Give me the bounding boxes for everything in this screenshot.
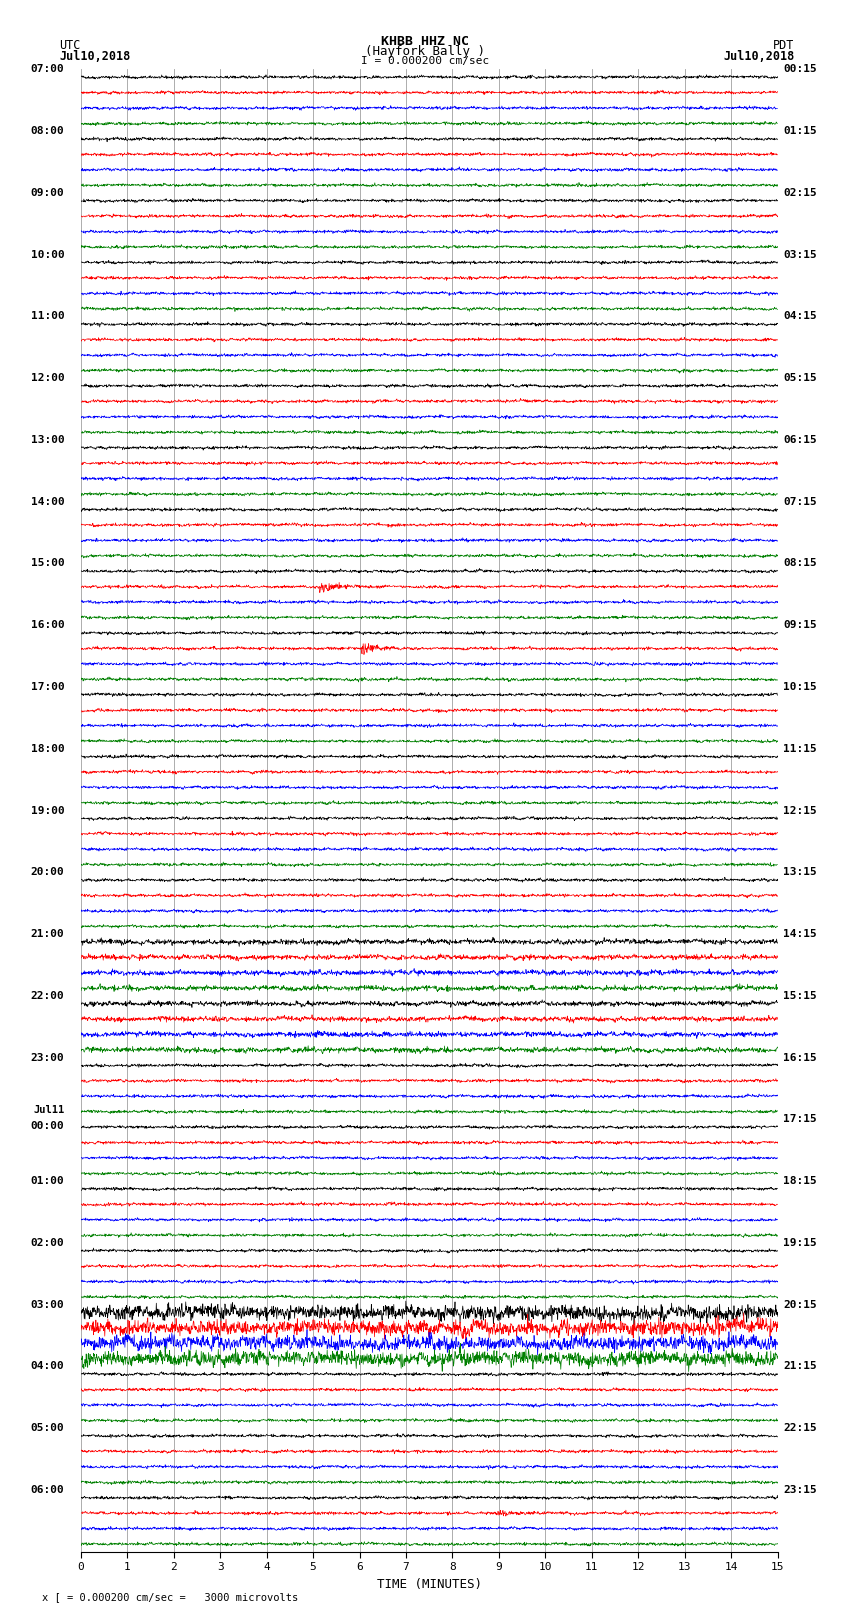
Text: 15:00: 15:00 (31, 558, 65, 568)
Text: 02:15: 02:15 (784, 187, 817, 198)
Text: 20:15: 20:15 (784, 1300, 817, 1310)
Text: 22:00: 22:00 (31, 990, 65, 1000)
Text: x [ = 0.000200 cm/sec =   3000 microvolts: x [ = 0.000200 cm/sec = 3000 microvolts (42, 1592, 298, 1602)
Text: 19:15: 19:15 (784, 1237, 817, 1248)
Text: 14:15: 14:15 (784, 929, 817, 939)
Text: 07:15: 07:15 (784, 497, 817, 506)
Text: 20:00: 20:00 (31, 868, 65, 877)
Text: 18:15: 18:15 (784, 1176, 817, 1186)
Text: 14:00: 14:00 (31, 497, 65, 506)
Text: 10:00: 10:00 (31, 250, 65, 260)
Text: 17:15: 17:15 (784, 1115, 817, 1124)
Text: 11:15: 11:15 (784, 744, 817, 753)
Text: 01:15: 01:15 (784, 126, 817, 135)
Text: 07:00: 07:00 (31, 65, 65, 74)
Text: 18:00: 18:00 (31, 744, 65, 753)
Text: 00:15: 00:15 (784, 65, 817, 74)
Text: 10:15: 10:15 (784, 682, 817, 692)
Text: 21:15: 21:15 (784, 1361, 817, 1371)
Text: Jul10,2018: Jul10,2018 (60, 50, 131, 63)
Text: 11:00: 11:00 (31, 311, 65, 321)
Text: 03:15: 03:15 (784, 250, 817, 260)
Text: 01:00: 01:00 (31, 1176, 65, 1186)
Text: 04:00: 04:00 (31, 1361, 65, 1371)
Text: 03:00: 03:00 (31, 1300, 65, 1310)
Text: PDT: PDT (774, 39, 795, 52)
Text: 22:15: 22:15 (784, 1423, 817, 1434)
Text: 15:15: 15:15 (784, 990, 817, 1000)
Text: 13:15: 13:15 (784, 868, 817, 877)
Text: 02:00: 02:00 (31, 1237, 65, 1248)
Text: 12:00: 12:00 (31, 373, 65, 384)
Text: 09:15: 09:15 (784, 621, 817, 631)
X-axis label: TIME (MINUTES): TIME (MINUTES) (377, 1578, 482, 1590)
Text: 06:15: 06:15 (784, 436, 817, 445)
Text: 17:00: 17:00 (31, 682, 65, 692)
Text: 23:15: 23:15 (784, 1486, 817, 1495)
Text: 08:15: 08:15 (784, 558, 817, 568)
Text: (Hayfork Bally ): (Hayfork Bally ) (365, 45, 485, 58)
Text: Jul10,2018: Jul10,2018 (723, 50, 795, 63)
Text: 19:00: 19:00 (31, 805, 65, 816)
Text: 04:15: 04:15 (784, 311, 817, 321)
Text: UTC: UTC (60, 39, 81, 52)
Text: 09:00: 09:00 (31, 187, 65, 198)
Text: 16:15: 16:15 (784, 1053, 817, 1063)
Text: 13:00: 13:00 (31, 436, 65, 445)
Text: 23:00: 23:00 (31, 1053, 65, 1063)
Text: Jul11: Jul11 (33, 1105, 65, 1115)
Text: 05:00: 05:00 (31, 1423, 65, 1434)
Text: 12:15: 12:15 (784, 805, 817, 816)
Text: 08:00: 08:00 (31, 126, 65, 135)
Text: 21:00: 21:00 (31, 929, 65, 939)
Text: I = 0.000200 cm/sec: I = 0.000200 cm/sec (361, 56, 489, 66)
Text: 06:00: 06:00 (31, 1486, 65, 1495)
Text: 05:15: 05:15 (784, 373, 817, 384)
Text: 00:00: 00:00 (31, 1121, 65, 1131)
Text: 16:00: 16:00 (31, 621, 65, 631)
Text: KHBB HHZ NC: KHBB HHZ NC (381, 35, 469, 48)
